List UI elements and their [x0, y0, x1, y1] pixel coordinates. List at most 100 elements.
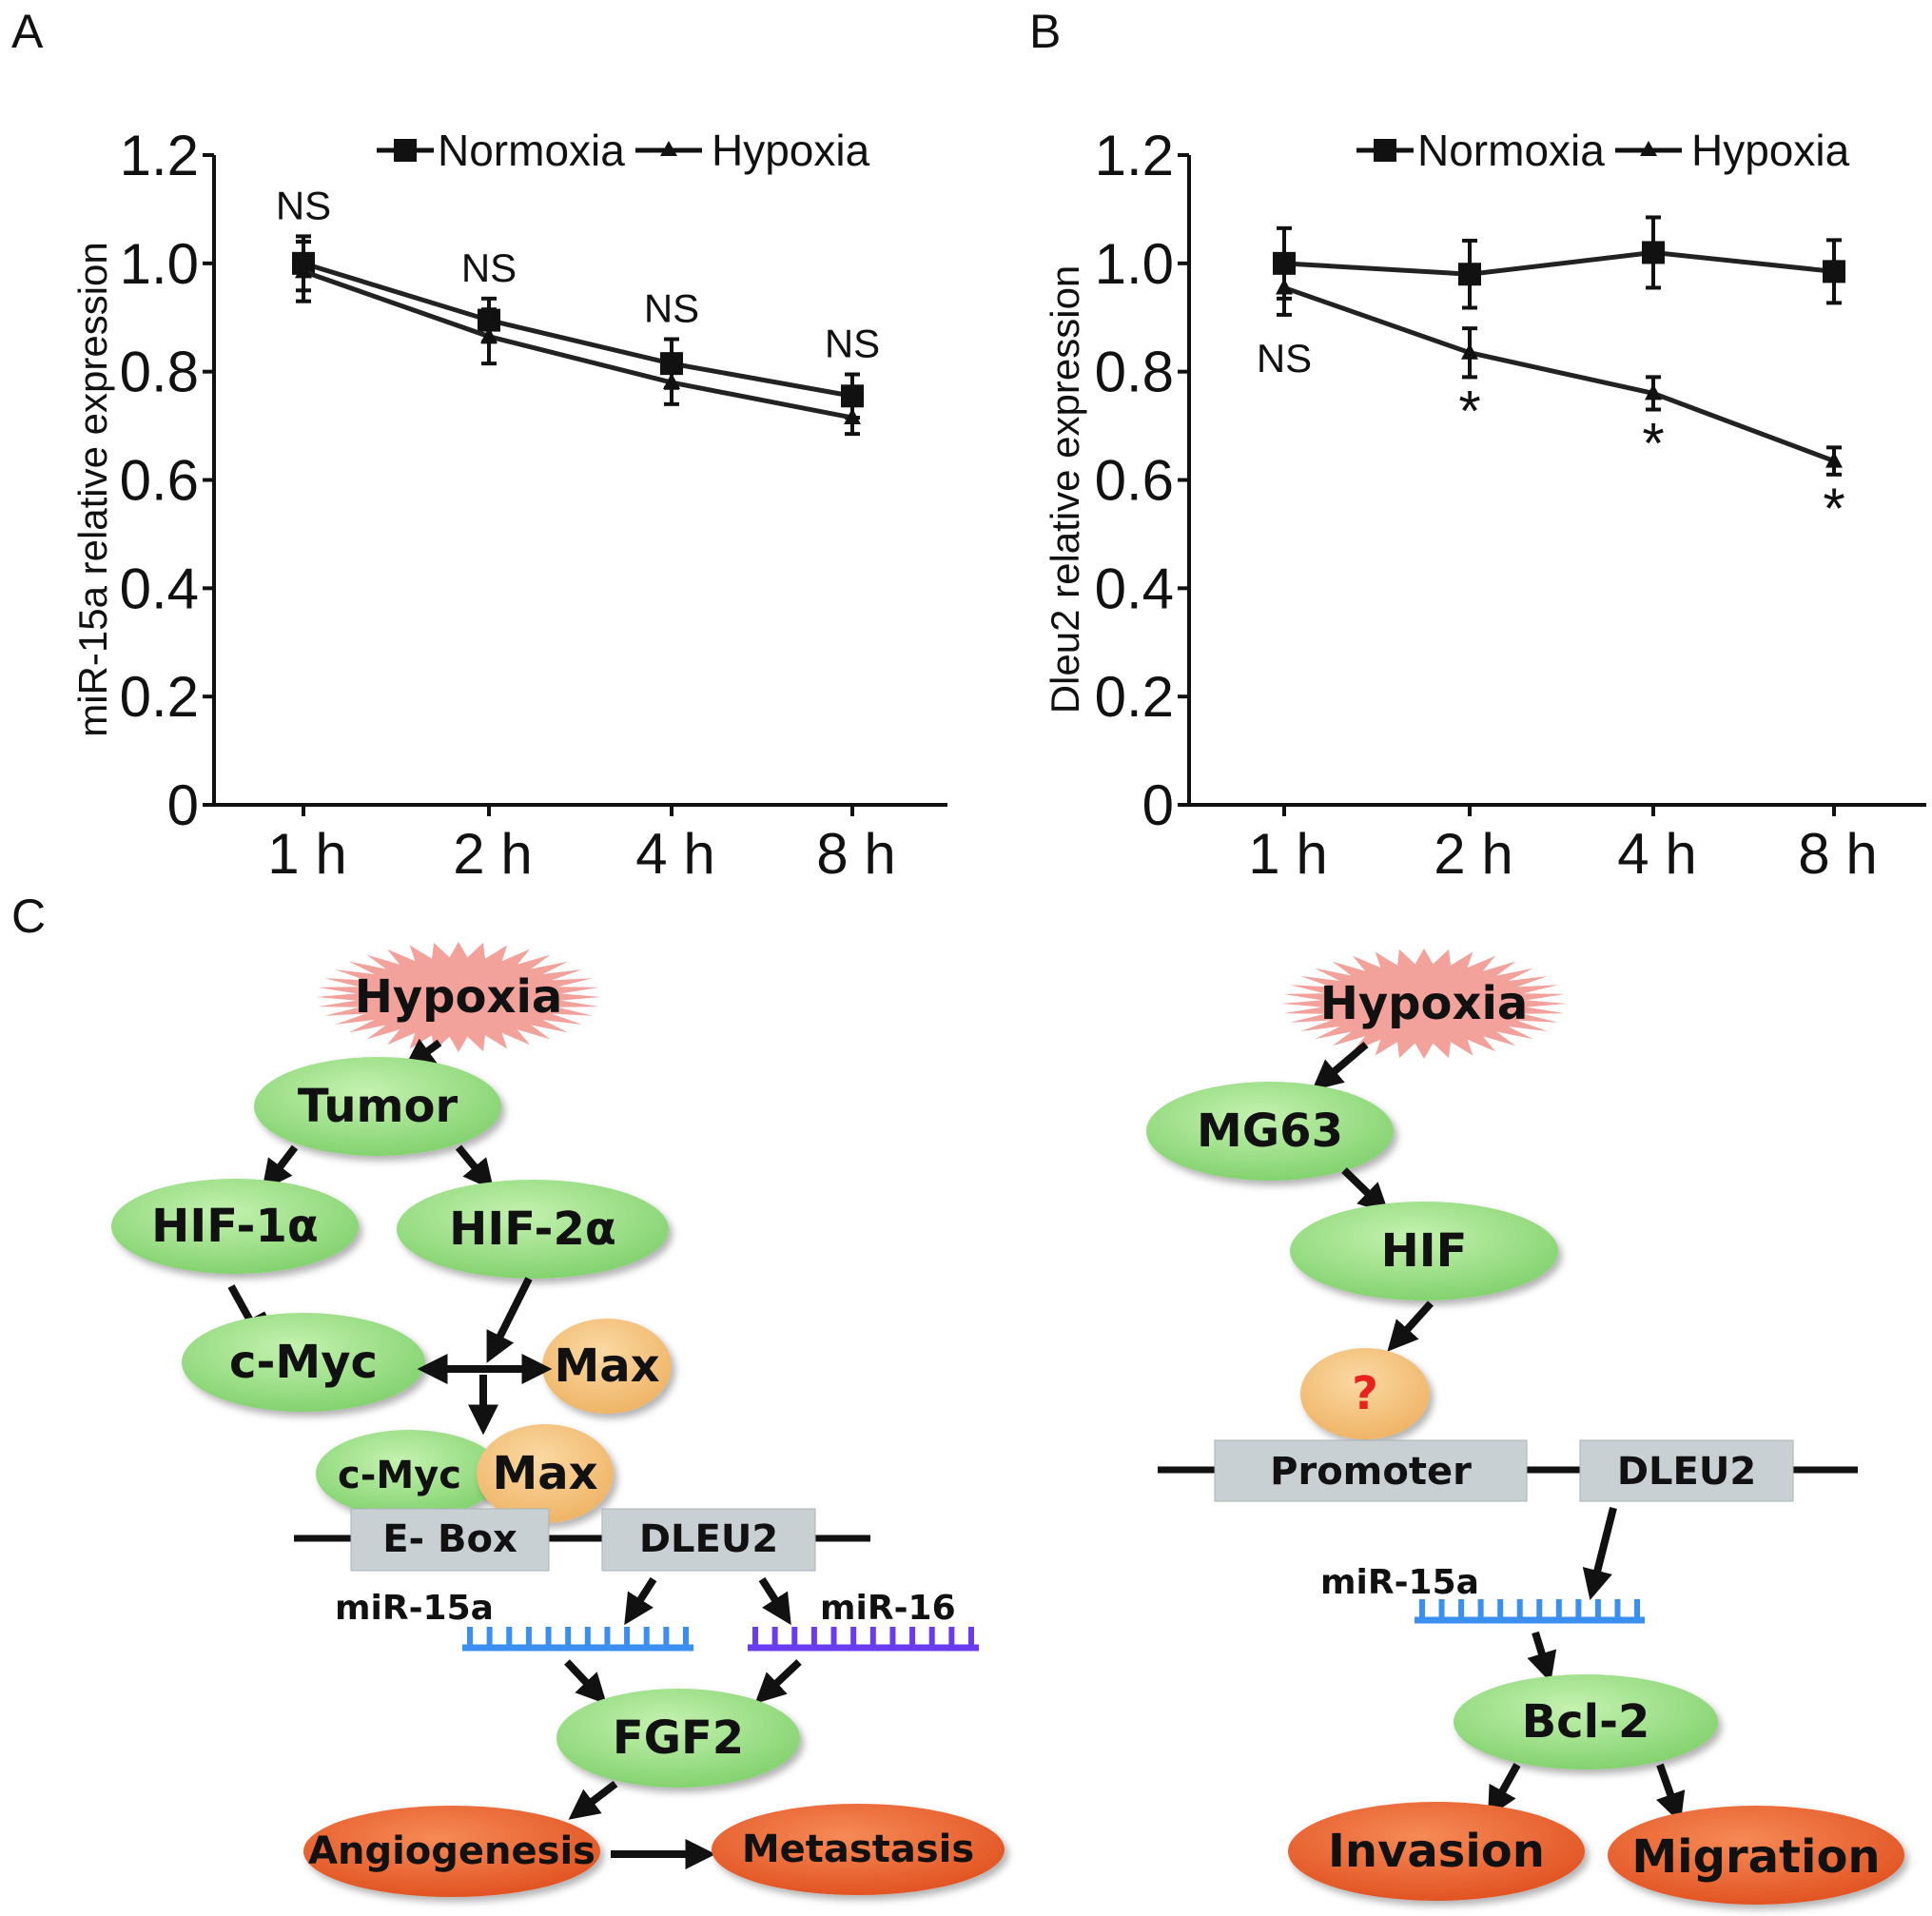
node-hif2a-shape — [397, 1180, 669, 1279]
y-tick-label: 0 — [167, 773, 199, 837]
mirna-strand-mir15a-left — [462, 1627, 693, 1652]
node-angiogenesis: Angiogenesis — [308, 1829, 595, 1873]
chart-a: 0 0.2 0.4 0.6 0.8 1.0 1.2 1 h 2 h 4 h 8 h miR-15a r… — [70, 124, 947, 886]
data-point-hypoxia — [295, 262, 312, 279]
node-bcl2: Bcl-2 — [1522, 1695, 1650, 1749]
legend-marker-square — [1374, 139, 1396, 162]
node-invasion: Invasion — [1328, 1825, 1545, 1878]
node-metastasis: Metastasis — [742, 1828, 974, 1871]
node-invasion-shape — [1288, 1802, 1585, 1901]
node-hypoxia-right: Hypoxia — [1320, 977, 1529, 1030]
data-point-hypoxia — [1645, 383, 1662, 401]
node-fgf2-shape — [556, 1689, 800, 1788]
y-tick-label: 1.2 — [1095, 124, 1174, 187]
y-tick-label: 1.0 — [120, 232, 199, 296]
data-point-hypoxia — [1276, 278, 1293, 295]
y-tick-label: 1.2 — [120, 124, 199, 187]
node-tumor: Tumor — [298, 1080, 459, 1133]
significance-label: NS — [1257, 336, 1312, 381]
inhibit-hif1a-cmyc — [227, 1284, 255, 1324]
node-hif2a: HIF-2α — [449, 1202, 616, 1256]
label-mir15a-right: miR-15a — [1320, 1563, 1479, 1602]
diagram-left: Hypoxia Tumor HIF-1α HIF-2α c-Myc Max c-… — [111, 942, 1005, 1897]
legend-marker-triangle — [1640, 141, 1657, 156]
node-migration-shape — [1608, 1806, 1904, 1905]
legend-label-normoxia: Normoxia — [438, 126, 625, 175]
node-mg63: MG63 — [1197, 1105, 1343, 1158]
arrow-mir15a-fgf2 — [564, 1659, 607, 1705]
y-tick-label: 0.2 — [120, 665, 199, 729]
y-axis-label: Dleu2 relative expression — [1043, 265, 1087, 714]
significance-label: NS — [276, 183, 331, 227]
arrow-mir15a-bcl2 — [1527, 1631, 1557, 1683]
node-unknown-factor: ? — [1352, 1367, 1378, 1420]
x-tick-label: 2 h — [1434, 822, 1512, 886]
legend-marker-square — [394, 139, 417, 162]
arrow-hypoxia-mg63 — [1312, 1041, 1369, 1091]
hypoxia-burst-right — [1281, 948, 1567, 1059]
data-point-hypoxia — [1825, 451, 1843, 468]
gene-dleu2-box-left — [601, 1508, 816, 1572]
node-cmyc-shape — [182, 1313, 425, 1412]
arrow-hypoxia-tumor — [403, 1038, 442, 1069]
panel-label-c: C — [11, 890, 46, 943]
chart-b: 0 0.2 0.4 0.6 0.8 1.0 1.2 1 h 2 h 4 h 8 h Dleu2 rel… — [1043, 124, 1926, 886]
x-tick-label: 2 h — [453, 822, 532, 886]
node-complex-max-shape — [477, 1424, 614, 1523]
gene-dleu2-box-right — [1579, 1439, 1794, 1502]
hypoxia-burst-left — [316, 942, 601, 1052]
data-point-normoxia — [1642, 241, 1665, 264]
x-tick-label: 1 h — [267, 822, 346, 886]
panel-label-b: B — [1029, 5, 1061, 58]
significance-label: * — [1458, 379, 1480, 442]
x-tick-label: 4 h — [635, 822, 714, 886]
arrow-dleu2-mir16 — [758, 1576, 791, 1626]
data-point-normoxia — [1458, 263, 1481, 286]
node-unknown-shape — [1300, 1348, 1430, 1439]
significance-label: NS — [461, 245, 517, 290]
arrow-hif-unknown — [1387, 1300, 1434, 1352]
node-complex-max: Max — [492, 1447, 597, 1500]
node-mg63-shape — [1146, 1082, 1394, 1181]
arrow-mir16-fgf2 — [754, 1659, 802, 1704]
node-complex-cmyc-shape — [316, 1430, 502, 1517]
y-tick-label: 0.2 — [1095, 665, 1174, 729]
panel-label-a: A — [11, 5, 44, 58]
label-mir16: miR-16 — [820, 1589, 956, 1628]
y-tick-label: 0.8 — [120, 341, 199, 404]
legend-marker-triangle — [660, 141, 677, 156]
gene-promoter: Promoter — [1270, 1450, 1472, 1494]
mirna-strand-mir15a-right — [1415, 1599, 1645, 1624]
data-point-hypoxia — [844, 408, 861, 425]
y-tick-label: 0 — [1142, 773, 1174, 837]
series-line-normoxia — [302, 261, 853, 399]
arrow-bcl2-invasion — [1487, 1763, 1521, 1818]
arrow-hif2a-junction — [486, 1277, 533, 1363]
node-hypoxia-left: Hypoxia — [355, 970, 563, 1024]
arrow-mg63-hif — [1341, 1167, 1390, 1215]
data-point-hypoxia — [663, 373, 680, 390]
x-tick-label: 8 h — [816, 822, 895, 886]
x-tick-label: 8 h — [1798, 822, 1877, 886]
node-hif: HIF — [1381, 1224, 1468, 1278]
y-tick-label: 0.8 — [1095, 341, 1174, 404]
gene-ebox: E- Box — [382, 1517, 517, 1561]
arrow-bcl2-migration — [1656, 1763, 1686, 1824]
node-metastasis-shape — [712, 1804, 1005, 1895]
data-point-hypoxia — [1461, 342, 1478, 360]
significance-label: NS — [825, 322, 880, 366]
node-complex-cmyc: c-Myc — [338, 1454, 461, 1497]
legend: Normoxia Hypoxia — [1356, 126, 1850, 175]
legend-label-normoxia: Normoxia — [1417, 126, 1605, 175]
arrow-dleu2-mir15a — [624, 1576, 657, 1626]
significance-label: * — [1642, 412, 1664, 476]
node-migration: Migration — [1631, 1830, 1880, 1884]
gene-ebox-box — [350, 1508, 550, 1572]
x-tick-label: 4 h — [1617, 822, 1696, 886]
node-tumor-shape — [254, 1057, 501, 1156]
data-point-normoxia — [1823, 260, 1845, 283]
significance-label: * — [1823, 477, 1844, 540]
gene-dleu2-right: DLEU2 — [1617, 1450, 1756, 1494]
arrow-tumor-hif1a — [262, 1144, 299, 1191]
